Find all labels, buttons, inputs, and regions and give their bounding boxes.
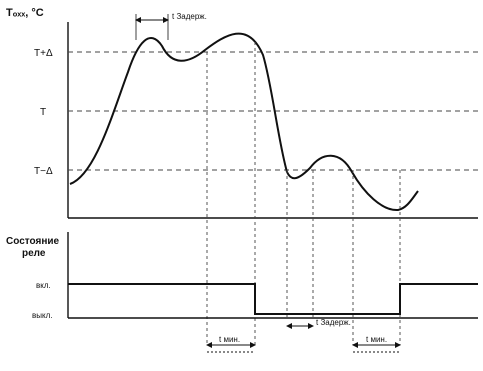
left-min-label: t мин. [219, 335, 240, 344]
level-upper-label: T+Δ [34, 48, 53, 59]
relay-state-waveform [68, 283, 478, 315]
state-on-label: вкл. [36, 281, 51, 290]
state-off-label: выкл. [32, 311, 52, 320]
relay-title-line1: Состояние [6, 236, 60, 247]
level-mid-label: T [40, 107, 46, 118]
y-axis-label: Tₒₓₓ, °C [6, 7, 44, 19]
relay-title-line2: реле [22, 248, 46, 259]
top-delay-label: t Задерж. [172, 12, 207, 21]
level-lower-label: T−Δ [34, 166, 53, 177]
temperature-curve [69, 32, 419, 212]
right-min-label: t мин. [366, 335, 387, 344]
mid-delay-label: t Задерж. [316, 318, 351, 327]
